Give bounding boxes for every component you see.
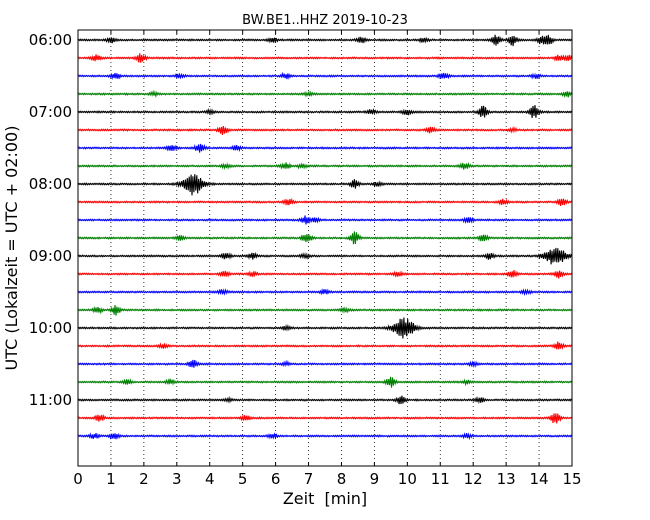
trace-group (77, 34, 573, 441)
x-tick-label: 11 (431, 470, 450, 488)
y-tick-label: 08:00 (29, 175, 72, 193)
seismic-trace (77, 270, 573, 279)
x-tick-label: 0 (73, 470, 83, 488)
seismic-trace (77, 143, 573, 153)
x-axis-ticks: 0 1 2 3 4 5 6 7 8 9 10 11 12 13 14 15 (73, 30, 582, 488)
x-tick-label: 1 (106, 470, 116, 488)
seismic-trace (77, 431, 573, 441)
x-tick-label: 13 (497, 470, 516, 488)
seismic-trace (77, 359, 573, 369)
seismic-trace (77, 231, 573, 245)
y-tick-label: 10:00 (29, 319, 72, 337)
y-tick-label: 09:00 (29, 247, 72, 265)
seismic-trace (77, 317, 573, 339)
x-tick-label: 3 (172, 470, 182, 488)
plot-frame (77, 29, 573, 467)
seismic-trace (77, 247, 573, 265)
chart-title: BW.BE1..HHZ 2019-10-23 (242, 13, 408, 28)
y-axis-ticks: 06:00 07:00 08:00 09:00 10:00 11:00 (29, 31, 572, 409)
y-tick-label: 07:00 (29, 103, 72, 121)
x-tick-label: 4 (205, 470, 215, 488)
vertical-gridlines (110, 30, 540, 466)
seismic-trace (77, 105, 573, 118)
seismic-trace (77, 413, 573, 424)
x-tick-label: 14 (530, 470, 549, 488)
x-tick-label: 2 (139, 470, 149, 488)
seismic-trace (77, 53, 573, 63)
x-tick-label: 6 (271, 470, 281, 488)
x-axis-label: Zeit [min] (283, 489, 367, 508)
seismic-trace (77, 305, 573, 316)
x-tick-label: 8 (337, 470, 347, 488)
y-axis-label: UTC (Lokalzeit = UTC + 02:00) (2, 126, 21, 371)
seismic-trace (77, 197, 573, 206)
seismic-trace (77, 34, 573, 47)
seismic-trace (77, 376, 573, 388)
seismic-trace (77, 125, 573, 136)
seismic-trace (77, 341, 573, 350)
x-tick-label: 10 (398, 470, 417, 488)
seismic-trace (77, 89, 573, 99)
seismic-trace (77, 174, 573, 196)
x-tick-label: 12 (464, 470, 483, 488)
seismic-trace (77, 71, 573, 81)
x-tick-label: 9 (370, 470, 380, 488)
x-tick-label: 7 (304, 470, 314, 488)
y-tick-label: 11:00 (29, 391, 72, 409)
x-tick-label: 15 (562, 470, 581, 488)
seismic-trace (77, 288, 573, 297)
seismic-trace (77, 215, 573, 225)
x-tick-label: 5 (238, 470, 248, 488)
seismic-trace (77, 395, 573, 405)
y-tick-label: 06:00 (29, 31, 72, 49)
seismic-trace (77, 161, 573, 171)
